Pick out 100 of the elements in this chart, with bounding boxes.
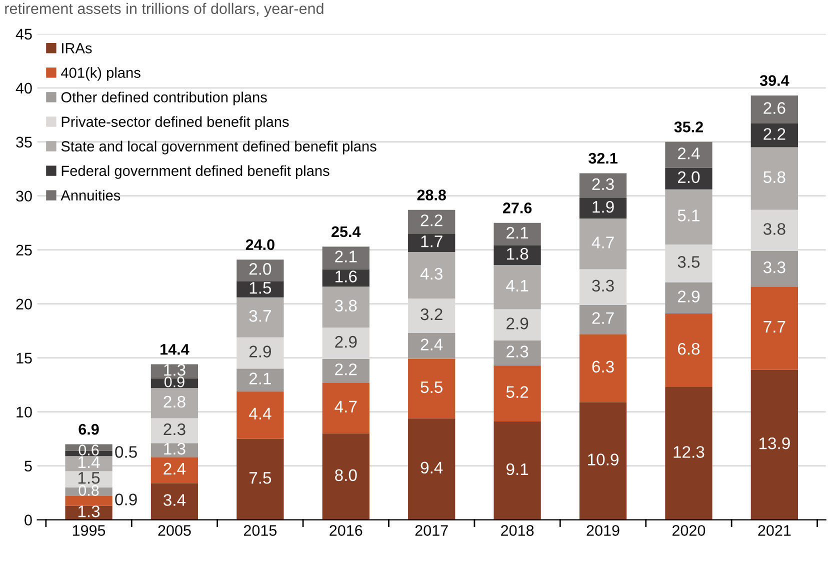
x-tick-label: 2019 [586, 525, 620, 536]
bar [322, 269, 370, 287]
data-label: 1.8 [506, 248, 528, 260]
bar [408, 333, 456, 359]
bar [579, 334, 627, 402]
data-label: 1.9 [592, 200, 614, 213]
data-label: 1.7 [421, 236, 442, 248]
bar [750, 370, 798, 520]
bar [322, 246, 370, 270]
data-label: 2.2 [420, 214, 442, 226]
data-label: 6.8 [678, 342, 700, 355]
total-label: 24.0 [246, 239, 274, 250]
data-label: 5.8 [764, 171, 786, 184]
data-label: 6.3 [592, 360, 614, 373]
data-label: 3.8 [334, 300, 357, 312]
bar [322, 433, 370, 520]
data-label: 12.3 [674, 446, 704, 458]
legend-label: State and local government defined benefit plans [61, 140, 376, 154]
bar [150, 457, 198, 484]
legend-label: Private-sector defined benefit plans [62, 116, 289, 130]
data-label: 0.5 [115, 446, 137, 458]
data-label: 5.5 [420, 381, 442, 394]
data-label: 4.7 [334, 400, 357, 412]
data-label: 1.3 [164, 442, 186, 455]
data-label: 0.6 [78, 444, 99, 456]
data-label: 2.8 [164, 396, 186, 408]
y-tick-label: 15 [16, 352, 32, 364]
x-tick-label: 2020 [672, 525, 706, 536]
bar [236, 368, 284, 392]
y-tick-label: 25 [16, 244, 32, 256]
data-label: 5.2 [506, 386, 528, 398]
bar [494, 422, 541, 520]
bar [494, 264, 541, 310]
bar [236, 260, 284, 282]
data-label: 4.4 [248, 408, 272, 420]
data-label: 3.5 [678, 256, 700, 268]
bar [408, 418, 456, 520]
legend-label: Other defined contribution plans [61, 92, 267, 106]
bar [665, 314, 712, 387]
bar [236, 391, 284, 439]
legend-label: Federal government defined benefit plans [62, 165, 330, 179]
data-label: 1.5 [250, 282, 272, 294]
data-label: 8.0 [335, 469, 357, 482]
data-label: 4.7 [592, 236, 614, 248]
bar [322, 358, 370, 383]
y-tick-label: 35 [16, 136, 32, 148]
total-label: 6.9 [78, 424, 99, 435]
y-tick-label: 45 [16, 28, 32, 40]
data-label: 2.9 [335, 336, 357, 348]
bar [579, 173, 627, 198]
bar [750, 147, 798, 210]
data-label: 2.3 [592, 178, 614, 190]
data-label: 1.6 [336, 270, 357, 282]
data-label: 0.9 [115, 494, 137, 506]
bar [750, 124, 798, 148]
data-label: 5.1 [678, 210, 700, 222]
y-tick-label: 20 [16, 298, 32, 310]
data-label: 3.3 [763, 261, 786, 274]
x-tick-label: 2018 [501, 525, 534, 536]
bar [236, 438, 284, 520]
bar [150, 483, 198, 520]
x-tick-label: 2005 [158, 525, 191, 536]
data-label: 3.8 [763, 223, 786, 235]
data-label: 2.1 [249, 372, 271, 384]
x-tick-label: 1995 [72, 525, 106, 536]
bar [236, 297, 284, 338]
data-label: 9.1 [506, 463, 528, 476]
bar [494, 340, 541, 366]
total-label: 27.6 [502, 202, 532, 214]
data-label: 2.9 [506, 318, 528, 330]
data-label: 0.9 [164, 376, 184, 388]
bar [665, 168, 712, 190]
data-label: 1.5 [78, 472, 100, 484]
legend-label: Annuities [60, 190, 120, 201]
data-label: 4.1 [506, 280, 528, 292]
bar [665, 189, 712, 244]
bar [65, 456, 112, 472]
y-tick-label: 10 [16, 406, 32, 418]
bar [494, 309, 541, 341]
legend-label: IRAs [62, 43, 92, 54]
y-tick-label: 0 [24, 514, 32, 526]
bar [665, 386, 712, 520]
bar [322, 286, 370, 328]
data-label: 4.3 [420, 268, 442, 280]
data-label: 2.7 [592, 312, 614, 324]
total-label: 39.4 [760, 75, 790, 86]
legend-label: 401(k) plans [61, 67, 140, 81]
data-label: 2.1 [335, 250, 357, 262]
chart-subtitle: retirement assets in trillions of dollars, year-end [5, 2, 324, 18]
bar [750, 95, 798, 124]
data-label: 2.2 [764, 128, 786, 140]
y-tick-label: 5 [24, 460, 32, 472]
data-label: 2.6 [764, 102, 786, 114]
x-tick-label: 2021 [758, 525, 791, 536]
data-label: 2.1 [506, 226, 528, 239]
data-label: 10.9 [588, 454, 618, 466]
x-tick-label: 2015 [244, 525, 277, 536]
data-label: 2.2 [335, 363, 357, 376]
x-tick-label: 2016 [330, 525, 362, 536]
bar [750, 250, 798, 287]
